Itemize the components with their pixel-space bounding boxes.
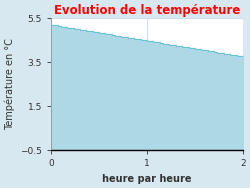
Title: Evolution de la température: Evolution de la température (54, 4, 240, 17)
Y-axis label: Température en °C: Température en °C (4, 38, 15, 130)
X-axis label: heure par heure: heure par heure (102, 174, 192, 184)
